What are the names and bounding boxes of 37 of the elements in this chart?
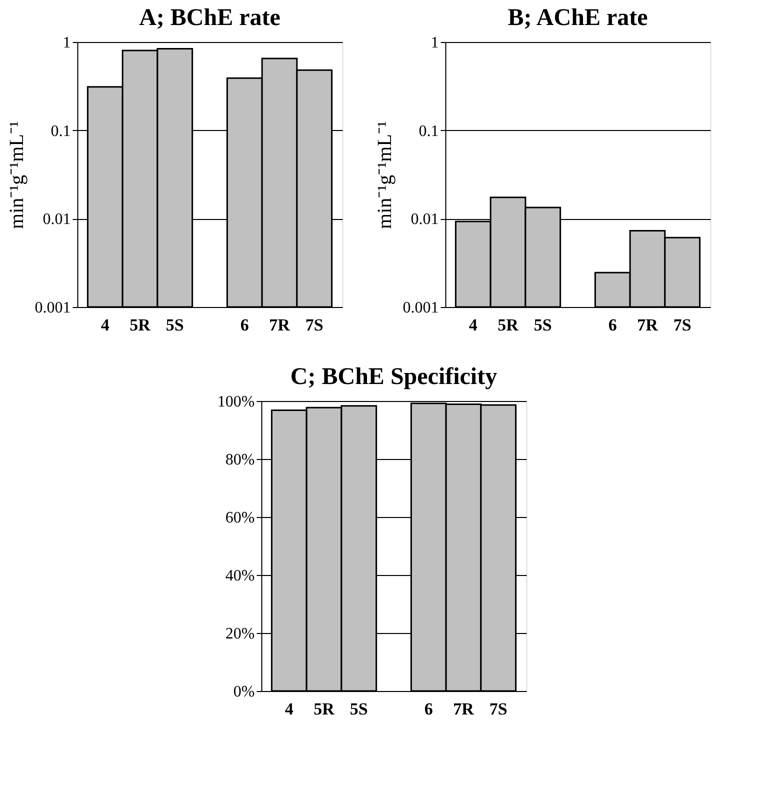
x-tick-label: 7S	[305, 316, 324, 334]
chart-title: A; BChE rate	[139, 5, 281, 31]
x-tick-label: 5R	[314, 700, 336, 718]
y-tick-label: 0.01	[42, 211, 71, 228]
y-tick-label: 0%	[233, 684, 255, 700]
x-tick-label: 5S	[166, 316, 184, 334]
y-tick-label: 0.001	[34, 300, 71, 316]
y-tick-label: 1	[430, 34, 439, 52]
y-tick-label: 80%	[225, 452, 255, 468]
x-tick-label: 5S	[534, 316, 552, 334]
y-tick-label: 0.1	[50, 122, 71, 140]
y-axis-title: min⁻¹g⁻¹mL⁻¹	[374, 121, 396, 229]
y-tick-label: 60%	[225, 510, 255, 526]
x-tick-label: 6	[424, 700, 433, 718]
x-tick-label: 4	[468, 316, 478, 334]
x-tick-label: 4	[284, 700, 294, 718]
y-tick-label: 0.001	[402, 300, 439, 316]
y-tick-label: 1	[62, 34, 71, 52]
x-tick-label: 7R	[637, 316, 659, 334]
y-tick-label: 100%	[217, 394, 255, 410]
x-tick-label: 7R	[453, 700, 475, 718]
x-tick-label: 7R	[269, 316, 291, 334]
x-tick-label: 7S	[489, 700, 508, 718]
x-tick-label: 6	[608, 316, 617, 334]
chart-title: B; AChE rate	[508, 5, 648, 31]
y-axis-title: min⁻¹g⁻¹mL⁻¹	[6, 121, 28, 229]
chart-title: C; BChE Specificity	[290, 364, 498, 390]
x-tick-label: 6	[240, 316, 249, 334]
x-tick-label: 5R	[130, 316, 152, 334]
x-tick-label: 5S	[350, 700, 368, 718]
y-tick-label: 0.01	[410, 211, 439, 228]
y-tick-label: 40%	[225, 568, 255, 584]
y-tick-label: 20%	[225, 626, 255, 642]
x-tick-label: 5R	[498, 316, 520, 334]
x-tick-label: 7S	[673, 316, 692, 334]
y-tick-label: 0.1	[418, 122, 439, 140]
x-tick-label: 4	[100, 316, 110, 334]
